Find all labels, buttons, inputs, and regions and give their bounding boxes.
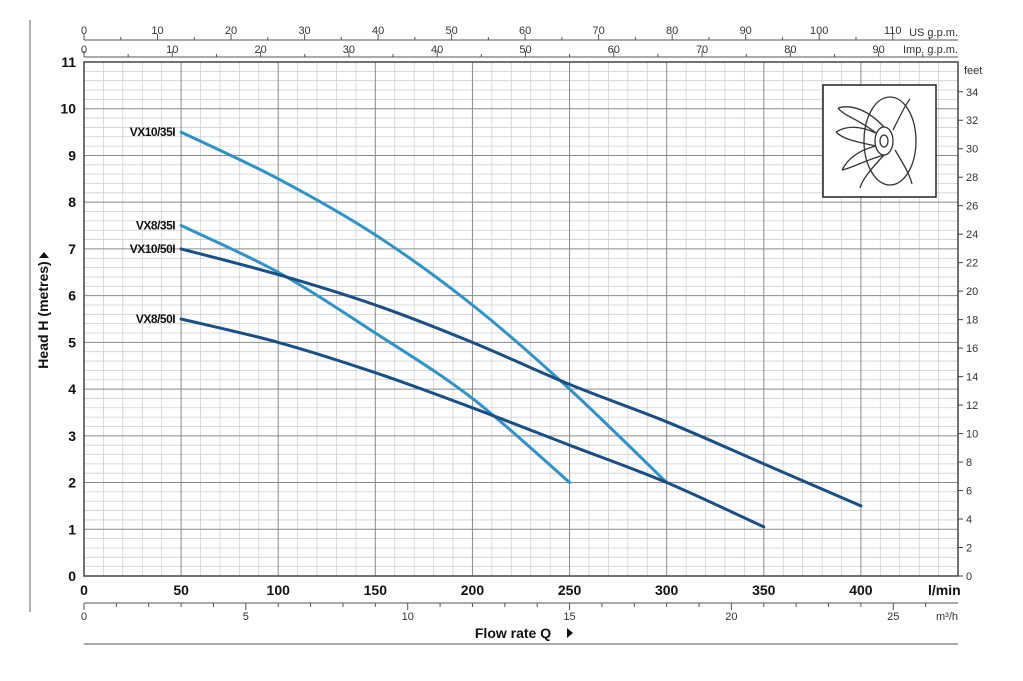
impeller-icon <box>822 84 937 198</box>
m3h-axis: 0 5 10 15 20 25 <box>81 602 958 623</box>
feet-unit: feet <box>964 65 982 77</box>
m3h-tick-label: 10 <box>402 611 414 623</box>
curve-series-line <box>179 130 669 484</box>
imp-gpm-unit: Imp. g.p.m. <box>903 44 958 56</box>
us-gpm-tick-label: 80 <box>666 25 678 37</box>
feet-tick-label: 28 <box>966 172 978 184</box>
triangle-up-icon <box>39 252 49 258</box>
feet-tick-label: 26 <box>966 201 978 213</box>
m3h-tick-label: 15 <box>563 611 575 623</box>
y-axis-title: Head H (metres) <box>35 261 51 368</box>
feet-tick-label: 24 <box>966 229 978 241</box>
feet-tick-label: 20 <box>966 286 978 298</box>
imp-gpm-tick-label: 20 <box>254 44 266 56</box>
curve-series-line <box>179 224 572 484</box>
feet-tick-label: 22 <box>966 258 978 270</box>
curve-series-label: VX10/50I <box>130 242 176 256</box>
y-tick-label: 7 <box>68 241 76 257</box>
y-tick-label: 5 <box>68 334 76 350</box>
imp-gpm-tick-label: 60 <box>608 44 620 56</box>
x-tick-labels: 0 50 100 150 200 250 300 350 400 <box>80 582 873 598</box>
x-tick-label: 150 <box>364 582 388 598</box>
feet-tick-label: 18 <box>966 315 978 327</box>
y-tick-label: 2 <box>68 475 76 491</box>
feet-tick-label: 16 <box>966 343 978 355</box>
feet-tick-label: 2 <box>966 543 972 555</box>
curves <box>179 130 863 529</box>
imp-gpm-tick-label: 90 <box>873 44 885 56</box>
x-tick-label: 100 <box>267 582 291 598</box>
us-gpm-tick-label: 90 <box>740 25 752 37</box>
y-tick-label: 1 <box>68 521 76 537</box>
m3h-tick-label: 0 <box>81 611 87 623</box>
y-tick-label: 11 <box>61 54 76 70</box>
imp-gpm-tick-label: 0 <box>81 44 87 56</box>
y-tick-label: 4 <box>68 381 76 397</box>
us-gpm-unit: US g.p.m. <box>909 27 958 39</box>
imp-gpm-tick-label: 40 <box>431 44 443 56</box>
us-gpm-tick-label: 30 <box>298 25 310 37</box>
us-gpm-tick-label: 20 <box>225 25 237 37</box>
imp-gpm-tick-label: 10 <box>166 44 178 56</box>
feet-tick-label: 34 <box>966 87 978 99</box>
m3h-tick-label: 20 <box>725 611 737 623</box>
y-tick-labels: 0 1 2 3 4 5 6 7 8 9 10 11 <box>60 54 76 584</box>
curve-series-label: VX8/50I <box>136 312 175 326</box>
feet-tick-label: 0 <box>966 571 972 583</box>
x-tick-label: 200 <box>461 582 485 598</box>
x-tick-label: 350 <box>752 582 776 598</box>
feet-tick-label: 12 <box>966 400 978 412</box>
imp-gpm-tick-label: 50 <box>519 44 531 56</box>
y-tick-label: 8 <box>68 194 76 210</box>
y-tick-label: 9 <box>68 147 76 163</box>
us-gpm-tick-label: 40 <box>372 25 384 37</box>
curve-series-line <box>179 317 766 529</box>
plot-frame <box>83 61 959 577</box>
x-tick-label: 50 <box>173 582 189 598</box>
imp-gpm-tick-label: 80 <box>784 44 796 56</box>
feet-tick-label: 32 <box>966 115 978 127</box>
m3h-unit: m³/h <box>936 611 958 623</box>
us-gpm-tick-label: 50 <box>445 25 457 37</box>
us-gpm-tick-label: 60 <box>519 25 531 37</box>
curve-series-label: VX10/35I <box>130 125 176 139</box>
feet-tick-label: 14 <box>966 372 978 384</box>
curve-labels: VX10/35I VX8/35I VX10/50I VX8/50I <box>130 125 176 326</box>
feet-tick-label: 6 <box>966 486 972 498</box>
us-gpm-tick-label: 110 <box>884 25 902 37</box>
curve-series-line <box>179 247 863 508</box>
feet-tick-label: 8 <box>966 457 972 469</box>
us-gpm-tick-label: 100 <box>810 25 828 37</box>
m3h-tick-label: 25 <box>887 611 899 623</box>
us-gpm-tick-label: 70 <box>593 25 605 37</box>
m3h-tick-label: 5 <box>243 611 249 623</box>
us-gpm-tick-label: 0 <box>81 25 87 37</box>
feet-tick-label: 4 <box>966 514 972 526</box>
grid-minor <box>84 62 958 576</box>
y-tick-label: 0 <box>68 568 76 584</box>
x-tick-label: 300 <box>655 582 679 598</box>
feet-tick-label: 10 <box>966 429 978 441</box>
y-tick-label: 6 <box>68 288 76 304</box>
imp-gpm-tick-label: 70 <box>696 44 708 56</box>
y-tick-label: 3 <box>68 428 76 444</box>
triangle-right-icon <box>567 628 573 638</box>
curve-series-label: VX8/35I <box>136 219 175 233</box>
x-axis-title: Flow rate Q <box>475 625 551 641</box>
us-gpm-tick-label: 10 <box>151 25 163 37</box>
x-tick-label: 250 <box>558 582 582 598</box>
y-tick-label: 10 <box>60 101 76 117</box>
x-unit: l/min <box>928 582 961 598</box>
x-tick-label: 0 <box>80 582 88 598</box>
feet-tick-label: 30 <box>966 144 978 156</box>
imp-gpm-tick-label: 30 <box>343 44 355 56</box>
x-tick-label: 400 <box>849 582 873 598</box>
